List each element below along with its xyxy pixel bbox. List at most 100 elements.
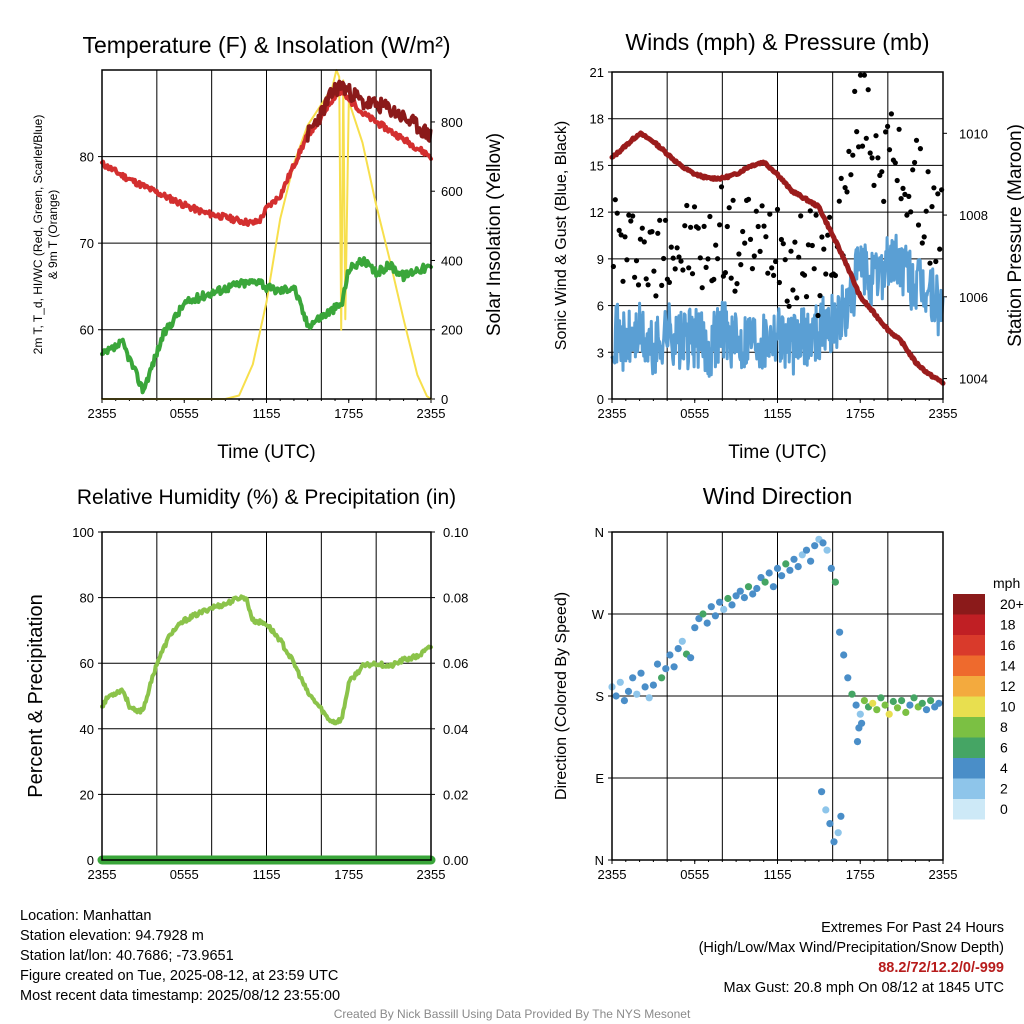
gust-point: [923, 208, 929, 214]
chart-title-wind: Winds (mph) & Pressure (mb): [625, 29, 929, 55]
gust-point: [680, 267, 686, 273]
direction-point: [649, 681, 658, 689]
direction-point: [662, 665, 670, 673]
series-line-humidity: [100, 594, 433, 726]
gust-point: [805, 242, 812, 248]
y-right-tick-label: 800: [441, 115, 463, 130]
direction-point: [856, 710, 864, 718]
gust-point: [774, 206, 781, 212]
series-line-dewpoint: [100, 256, 433, 395]
legend-label: 2: [1000, 781, 1008, 797]
gust-point: [753, 208, 759, 214]
gust-point: [641, 239, 647, 245]
created-text: Figure created on Tue, 2025-08-12, at 23…: [20, 968, 339, 984]
gust-point: [792, 239, 798, 245]
gust-point: [767, 211, 773, 217]
y-tick-label: 6: [597, 299, 604, 314]
direction-point: [869, 699, 877, 707]
legend-title: mph: [993, 575, 1020, 591]
direction-point: [720, 605, 728, 614]
gust-point: [935, 191, 941, 197]
extremes-title: Extremes For Past 24 Hours: [821, 920, 1004, 936]
y-tick-label: 0: [87, 853, 94, 868]
series-line-wind: [610, 233, 945, 378]
gust-point: [813, 212, 819, 218]
direction-point: [691, 624, 699, 632]
credit-text: Created By Nick Bassill Using Data Provi…: [333, 1007, 691, 1021]
gust-point: [622, 234, 628, 240]
y-axis-label-humidity: Percent & Precipitation: [25, 594, 47, 797]
gust-point: [628, 218, 634, 224]
direction-point: [678, 637, 686, 645]
x-tick-label: 1755: [334, 867, 363, 882]
gust-point: [633, 258, 640, 264]
y-right-tick-label: 0.08: [443, 591, 468, 606]
gust-point: [801, 272, 808, 278]
legend-swatch: [953, 696, 985, 717]
legend-label: 16: [1000, 637, 1016, 653]
gust-point: [759, 203, 765, 209]
gust-point: [786, 303, 792, 309]
direction-point: [836, 628, 844, 636]
gust-point: [763, 234, 769, 240]
gust-point: [869, 155, 875, 161]
gust-point: [888, 111, 895, 117]
direction-point: [620, 697, 629, 705]
gust-point: [674, 245, 680, 251]
gust-point: [919, 240, 925, 246]
direction-point: [873, 706, 881, 714]
x-tick-label: 0555: [170, 406, 199, 421]
y-tick-label: 100: [72, 525, 94, 540]
y-right-tick-label: 0.10: [443, 525, 468, 540]
direction-point: [728, 601, 736, 609]
gust-point: [676, 254, 682, 260]
direction-point: [852, 701, 860, 709]
legend-label: 20+: [1000, 596, 1024, 612]
y-right-tick-label: 1010: [959, 126, 988, 141]
gust-point: [821, 246, 827, 252]
gust-point: [809, 242, 815, 249]
legend-swatch: [953, 799, 985, 820]
gust-point: [925, 169, 931, 175]
direction-point: [918, 699, 926, 707]
y-tick-label: 12: [590, 205, 604, 220]
gust-point: [807, 208, 813, 214]
direction-point: [831, 578, 840, 586]
y-tick-label: 80: [80, 591, 94, 606]
direction-point: [802, 546, 811, 554]
direction-point: [645, 694, 653, 702]
x-tick-label: 2355: [88, 406, 117, 421]
gust-point: [827, 214, 833, 220]
direction-point: [877, 694, 885, 702]
plot-frame: [101, 69, 432, 400]
direction-point: [893, 704, 902, 712]
direction-point: [807, 557, 815, 565]
gust-point: [908, 209, 914, 215]
x-tick-label: 2355: [929, 406, 958, 421]
gust-point: [904, 212, 910, 218]
y-right-tick-label: 1004: [959, 372, 988, 387]
gust-point: [875, 155, 881, 161]
direction-point: [624, 687, 633, 696]
y-tick-label: N: [595, 853, 604, 868]
gust-point: [915, 222, 922, 228]
gust-point: [738, 262, 744, 268]
gust-point: [921, 234, 927, 240]
gust-point: [765, 270, 771, 276]
y-right-tick-label: 0.00: [443, 853, 468, 868]
gust-point: [670, 255, 676, 261]
gust-point: [639, 225, 645, 231]
gust-point: [906, 193, 912, 199]
gust-point: [691, 204, 698, 210]
gust-point: [900, 185, 906, 191]
gust-point: [747, 236, 754, 242]
gust-point: [645, 282, 651, 288]
direction-point: [860, 697, 869, 705]
legend-swatch: [953, 737, 985, 758]
direction-point: [898, 697, 906, 705]
extremes-subtitle: (High/Low/Max Wind/Precipitation/Snow De…: [698, 940, 1004, 956]
gust-point: [892, 160, 898, 166]
recent-data-text: Most recent data timestamp: 2025/08/12 2…: [20, 988, 341, 1004]
direction-point: [935, 699, 943, 707]
